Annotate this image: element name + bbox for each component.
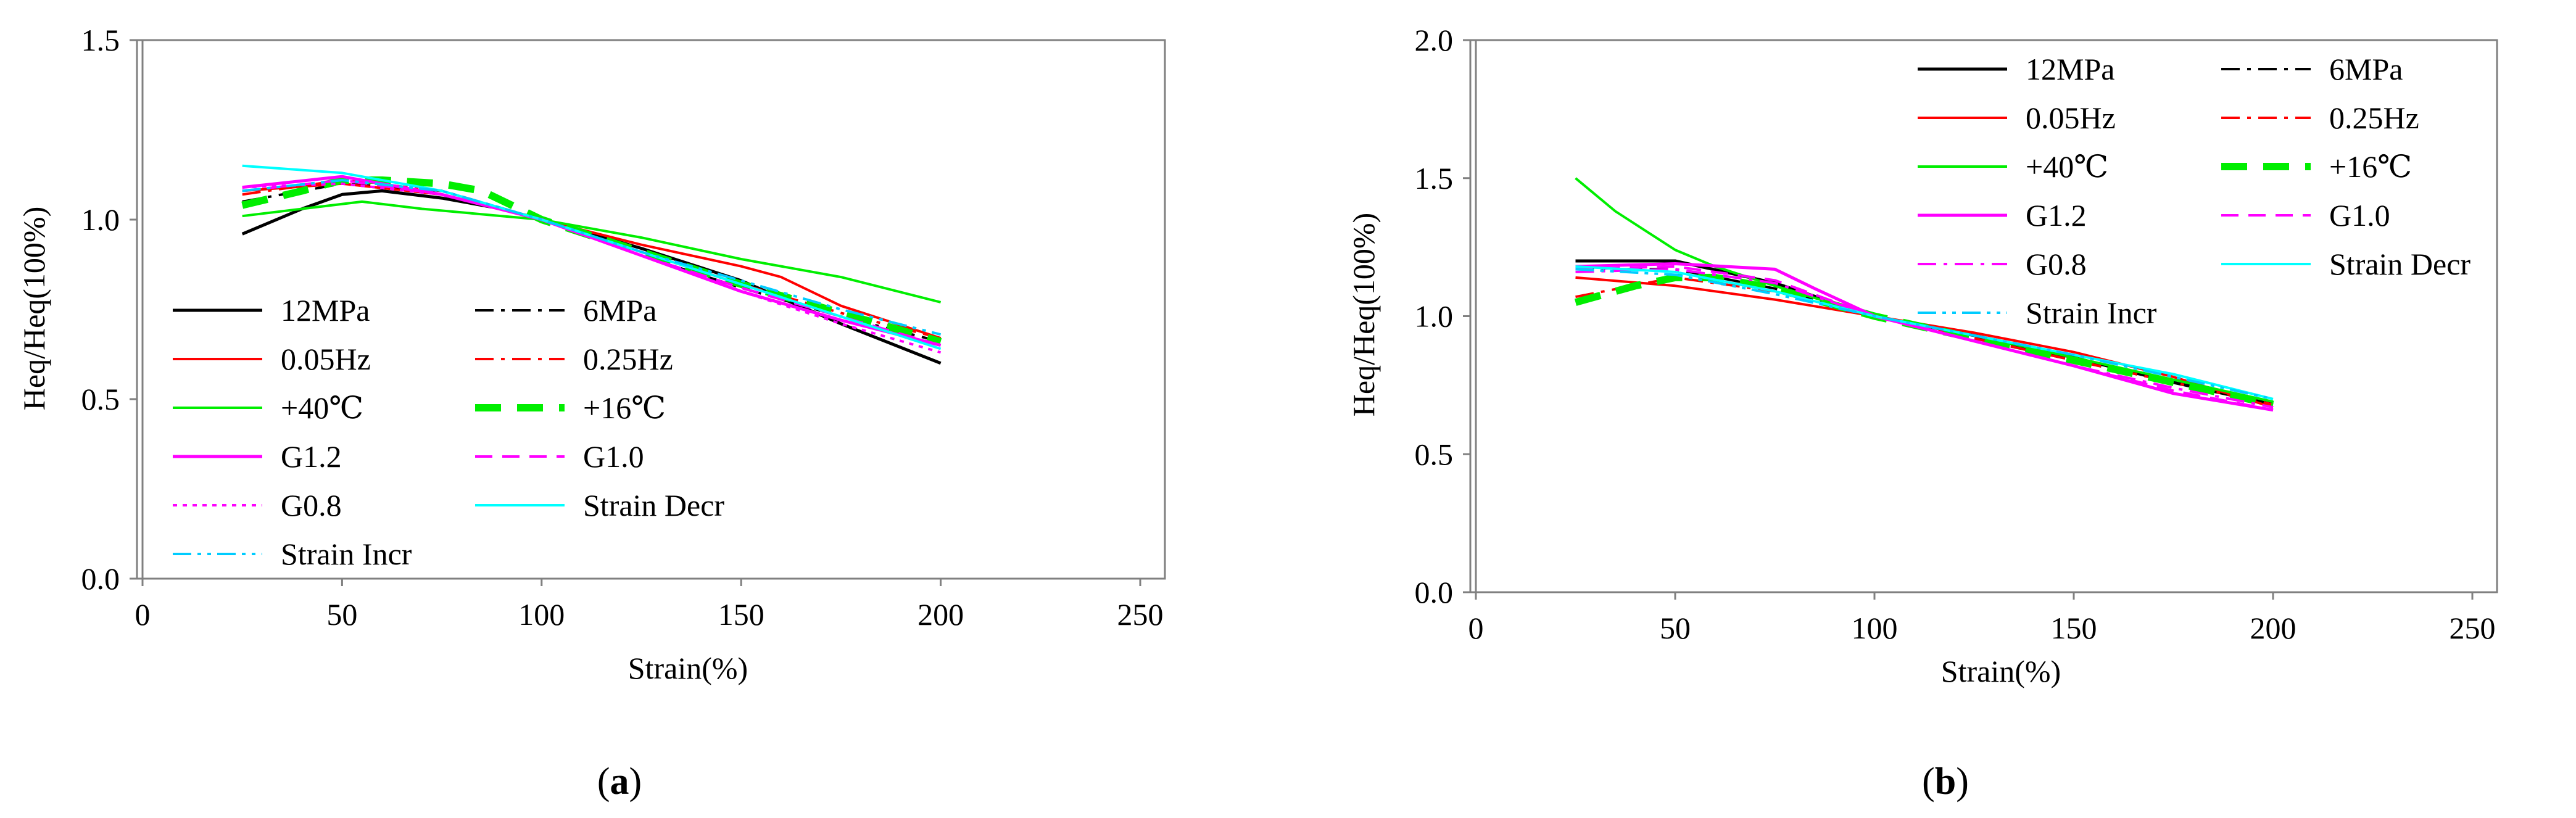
y-tick-label: 1.5: [81, 23, 120, 57]
subfigure-caption: (b): [1922, 761, 1969, 803]
x-tick-label: 250: [2450, 611, 2496, 645]
legend-label: G0.8: [2026, 247, 2087, 281]
x-tick-label: 0: [135, 597, 151, 632]
x-tick-label: 0: [1468, 611, 1484, 645]
series-line-g1-0: [1575, 265, 2274, 411]
x-axis-title: Strain(%): [1941, 654, 2061, 688]
plot-frame: [136, 39, 1166, 580]
y-tick-label: 1.0: [81, 202, 120, 237]
legend-label: G1.0: [583, 439, 644, 474]
series-lines: [241, 164, 942, 365]
series-line-0-25hz: [1575, 276, 2274, 406]
legend-label: +40℃: [281, 390, 363, 425]
legend-label: +16℃: [583, 390, 666, 425]
chart-b: 0 50 100 150 200 250 0.0 0.5 1.0 1.5 2.0 Strain(%) H…: [1346, 23, 2498, 803]
y-axis-title: Heq/Heq(100%): [1346, 213, 1381, 416]
legend-label: 0.25Hz: [2329, 101, 2419, 135]
series-line-strain-incr: [242, 179, 942, 336]
x-tick-label: 250: [1117, 597, 1164, 632]
legend: 12MPa 6MPa 0.05Hz 0.25Hz +40℃ +16℃ G1.2 G1.0 G0.…: [173, 293, 724, 571]
chart-a: 0 50 100 150 200 250 0.0 0.5 1.0 1.5 Strain(%) Heq/…: [17, 23, 1166, 803]
series-line-40: [1575, 177, 2274, 403]
x-axis-title: Strain(%): [628, 651, 748, 685]
subfigure-caption: (a): [597, 761, 642, 803]
series-line-16: [1574, 273, 2274, 408]
x-tick-label: 150: [718, 597, 764, 632]
x-tick-label: 200: [917, 597, 964, 632]
legend-label: G1.0: [2329, 198, 2390, 233]
y-tick-label: 0.0: [81, 561, 120, 596]
x-tick-label: 150: [2051, 611, 2097, 645]
y-tick-label: 0.5: [1415, 437, 1454, 471]
y-tick-label: 1.5: [1415, 161, 1454, 196]
series-line-0-05hz: [242, 182, 942, 340]
y-axis-title: Heq/Heq(100%): [17, 207, 51, 410]
legend-label: Strain Incr: [281, 537, 412, 571]
legend: 12MPa 6MPa 0.05Hz 0.25Hz +40℃ +16℃ G1.2 G1.0 G0.…: [1918, 52, 2470, 330]
legend-label: Strain Decr: [583, 488, 724, 523]
legend-label: 12MPa: [2026, 52, 2114, 86]
y-tick-label: 0.5: [81, 382, 120, 416]
series-lines: [1574, 177, 2274, 412]
legend-label: Strain Incr: [2026, 295, 2157, 330]
legend-label: +40℃: [2026, 149, 2108, 184]
legend-label: Strain Decr: [2329, 247, 2470, 281]
x-tick-label: 100: [518, 597, 565, 632]
legend-label: 0.05Hz: [2026, 101, 2116, 135]
series-line-strain-decr: [1575, 265, 2274, 400]
x-tick-label: 100: [1852, 611, 1898, 645]
series-line-g0-8: [1575, 268, 2274, 409]
series-line-40: [242, 200, 942, 304]
legend-label: 0.25Hz: [583, 342, 673, 376]
legend-label: 6MPa: [2329, 52, 2403, 86]
legend-label: +16℃: [2329, 149, 2412, 184]
y-tick-label: 0.0: [1415, 575, 1454, 609]
y-tick-label: 2.0: [1415, 23, 1454, 57]
legend-label: G0.8: [281, 488, 342, 523]
y-tick-label: 1.0: [1415, 299, 1454, 334]
x-tick-label: 50: [1660, 611, 1691, 645]
x-tick-label: 50: [326, 597, 357, 632]
legend-label: G1.2: [2026, 198, 2087, 233]
legend-label: 0.05Hz: [281, 342, 371, 376]
series-line-strain-incr: [1575, 268, 2274, 400]
legend-label: G1.2: [281, 439, 342, 474]
legend-label: 6MPa: [583, 293, 656, 328]
x-tick-label: 200: [2250, 611, 2296, 645]
series-line-g0-8: [242, 182, 942, 354]
legend-label: 12MPa: [281, 293, 370, 328]
